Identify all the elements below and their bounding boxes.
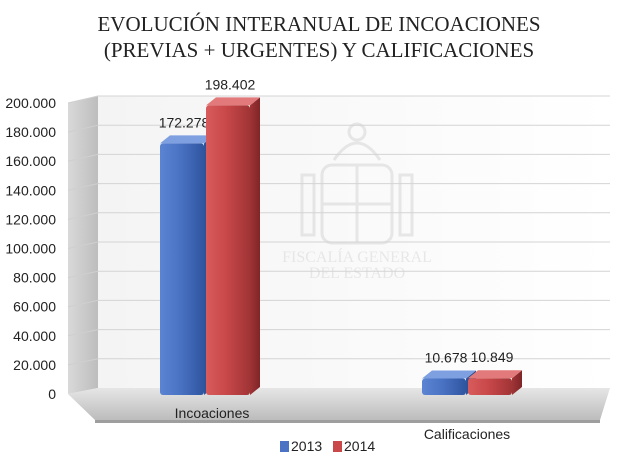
bar-side [512,370,522,395]
watermark-line2: DEL ESTADO [309,265,405,282]
bar-top [422,370,476,379]
data-label: 10.678 [425,349,468,365]
bar-side [250,97,260,396]
y-axis: 0 20.000 40.000 60.000 80.000 100.000 120.000 1… [5,95,56,402]
gridline-side [67,329,99,337]
y-tick-label: 80.000 [13,270,56,286]
legend-label: 2014 [344,438,375,454]
chart-title-line1: EVOLUCIÓN INTERANUAL DE INCOACIONES [97,12,540,36]
gridline-side [67,95,99,104]
x-tick-label: Incoaciones [175,405,250,421]
y-tick-label: 180.000 [5,124,56,140]
bar-front [468,378,512,395]
y-tick-label: 0 [48,386,56,402]
gridline-side [67,183,99,191]
data-label: 10.849 [471,349,514,365]
gridline-side [67,124,99,133]
bars: 172.278 10.678 198.402 10.849 [159,76,522,396]
bar-front [160,143,204,395]
gridline-side [67,212,99,220]
bar-2014-incoaciones [206,97,260,396]
bar-top [206,97,260,106]
bar-2013-incoaciones [160,135,214,395]
y-tick-label: 120.000 [5,211,56,227]
y-tick-label: 40.000 [13,328,56,344]
floor [68,388,610,420]
bar-front [206,105,250,396]
bar-top [468,370,522,379]
chart-title-line2: (PREVIAS + URGENTES) Y CALIFICACIONES [104,38,534,62]
legend-item-2013: 2013 [280,438,322,454]
legend-label: 2013 [291,438,322,454]
watermark-line1: FISCALÍA GENERAL [282,247,432,266]
y-tick-label: 100.000 [5,241,56,257]
legend-item-2014: 2014 [333,438,375,454]
gridline-side [67,153,99,162]
bar-front [422,378,466,395]
y-tick-label: 200.000 [5,95,56,111]
floor-edge [95,420,600,423]
gridline-side [67,270,99,279]
data-label: 172.278 [159,114,210,130]
x-tick-label: Calificaciones [424,426,510,442]
gridline-side [67,299,99,308]
y-tick-label: 160.000 [5,153,56,169]
legend-swatch [280,441,289,452]
legend: 2013 2014 [280,438,375,454]
bar-top [160,135,214,144]
x-axis: Incoaciones Calificaciones [175,405,511,442]
legend-swatch [333,441,342,452]
data-label: 198.402 [205,76,256,92]
bar-2013-calificaciones [422,370,476,395]
gridline-side [67,358,99,366]
bar-2014-calificaciones [468,370,522,395]
y-tick-label: 20.000 [13,357,56,373]
y-tick-label: 60.000 [13,299,56,315]
y-tick-label: 140.000 [5,182,56,198]
gridline-side [67,241,99,249]
